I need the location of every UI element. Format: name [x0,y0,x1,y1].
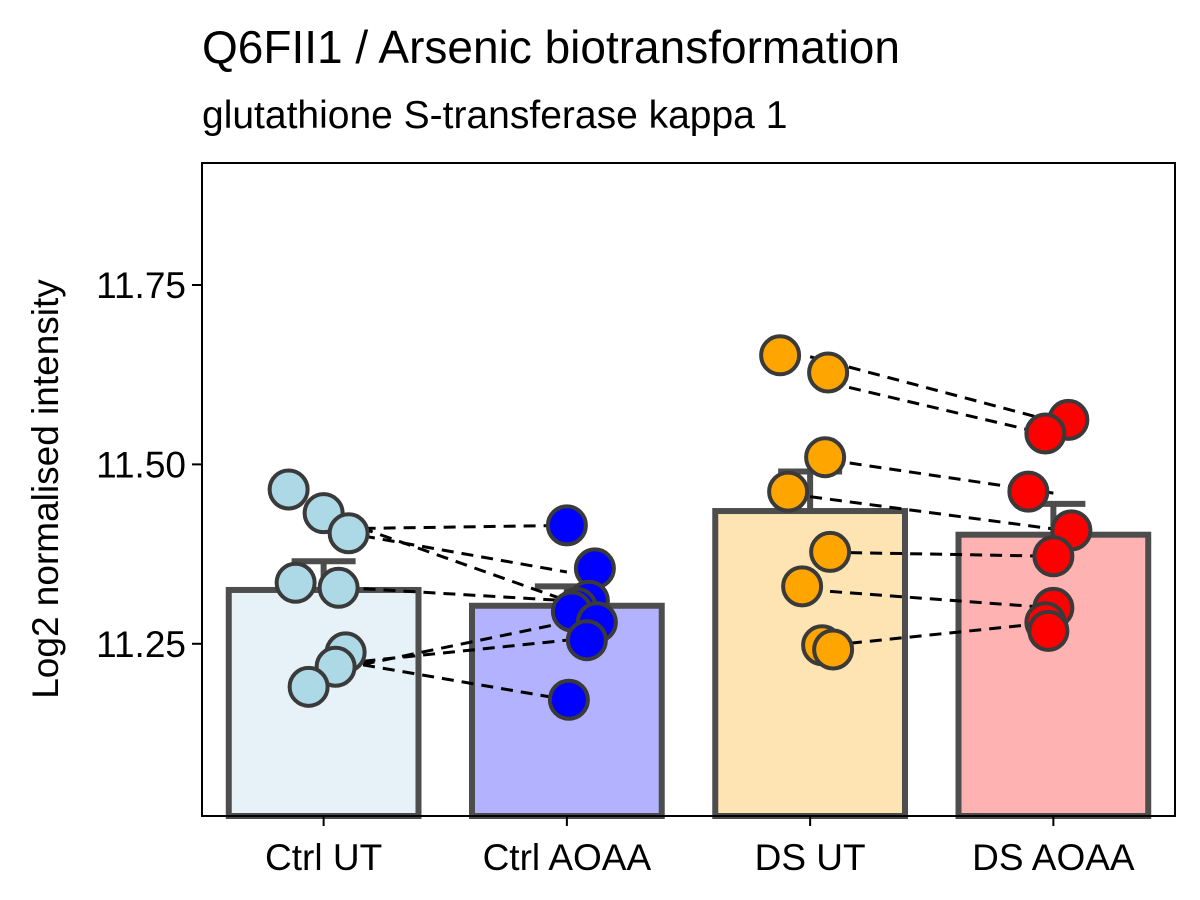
point-2-0 [759,334,802,377]
point-1-7 [547,678,590,721]
y-tick-label-2: 11.75 [96,265,186,306]
point-0-3 [274,561,317,604]
pair-line-3 [323,584,567,603]
point-1-6 [565,619,608,662]
point-2-2 [804,436,847,479]
point-2-7 [812,628,855,671]
point-3-4 [1032,535,1075,578]
point-2-3 [767,470,810,513]
x-axis: Ctrl UT Ctrl AOAA DS UT DS AOAA [265,816,1135,878]
point-0-2 [327,512,370,555]
pair-line-6 [323,656,568,702]
point-0-0 [267,468,310,511]
pair-line-10 [809,495,1054,531]
x-tick-label-3: DS AOAA [972,837,1135,878]
point-3-1 [1024,412,1067,455]
y-tick-label-1: 11.50 [96,444,186,485]
point-0-7 [287,665,330,708]
paired-lines-front [323,355,1054,702]
plot-panel [201,162,1176,817]
point-0-4 [317,566,360,609]
point-2-5 [781,565,824,608]
point-3-2 [1007,470,1050,513]
bar-3 [955,531,1152,819]
pair-line-7 [809,355,1054,423]
chart-subtitle: glutathione S-transferase kappa 1 [202,94,788,137]
data-points [267,334,1093,721]
x-tick-label-2: DS UT [755,837,866,878]
x-tick-label-1: Ctrl AOAA [483,837,652,878]
chart-title: Q6FII1 / Arsenic biotransformation [202,21,900,73]
pair-line-8 [809,376,1054,438]
point-3-7 [1027,609,1070,652]
point-1-0 [545,504,588,547]
y-axis: 11.25 11.50 11.75 [96,265,202,665]
bars [225,468,1152,820]
y-axis-label: Log2 normalised intensity [25,279,66,699]
point-2-1 [807,351,850,394]
y-tick-label-0: 11.25 [96,624,186,665]
bar-0 [225,586,422,820]
point-2-4 [809,530,852,573]
x-tick-label-0: Ctrl UT [265,837,382,878]
pair-line-12 [810,588,1054,610]
